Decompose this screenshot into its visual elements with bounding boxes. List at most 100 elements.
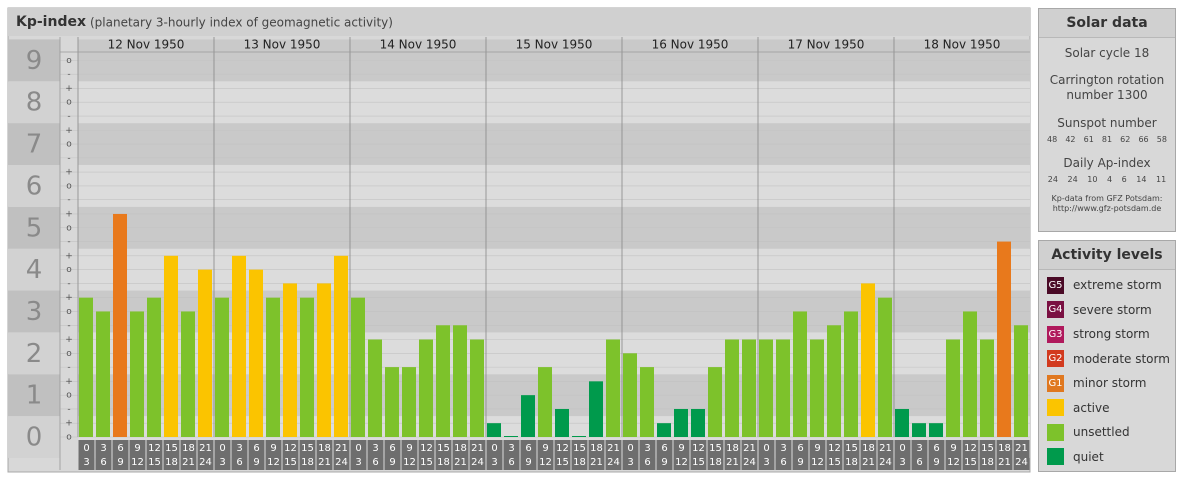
bar [402, 367, 416, 437]
chart-title: Kp-index [16, 14, 86, 30]
hour-end: 12 [947, 457, 960, 468]
hour-end: 3 [899, 457, 905, 468]
hour-end: 21 [726, 457, 739, 468]
y-minor-label: o [66, 56, 72, 66]
bar [572, 436, 586, 437]
hour-start: 18 [318, 443, 331, 454]
bar [929, 423, 943, 437]
hour-box [486, 440, 503, 470]
source-url: http://www.gfz-potsdam.de [1052, 204, 1162, 213]
hour-start: 12 [692, 443, 705, 454]
hour-end: 24 [743, 457, 756, 468]
y-minor-label: o [66, 223, 72, 233]
hour-box [197, 440, 214, 470]
bar [436, 325, 450, 437]
hour-box [826, 440, 843, 470]
panel-title: Solar data [1039, 9, 1175, 38]
bar [708, 367, 722, 437]
hour-end: 18 [845, 457, 858, 468]
hour-start: 15 [573, 443, 586, 454]
level-label: unsettled [1073, 425, 1130, 440]
y-label-band [8, 123, 60, 165]
hour-box [282, 440, 299, 470]
hour-start: 15 [981, 443, 994, 454]
hour-end: 21 [454, 457, 467, 468]
hour-end: 21 [182, 457, 195, 468]
sunspot-value: 48 [1047, 135, 1058, 144]
bar [640, 367, 654, 437]
hour-start: 15 [845, 443, 858, 454]
sunspot-value: 66 [1138, 135, 1149, 144]
bar [351, 297, 365, 437]
hour-box [231, 440, 248, 470]
bar [963, 311, 977, 437]
hour-end: 15 [692, 457, 705, 468]
hour-end: 12 [539, 457, 552, 468]
hour-start: 9 [678, 443, 684, 454]
bar [895, 408, 909, 437]
y-minor-label: - [67, 279, 70, 289]
carrington: Carrington rotation number 1300 [1049, 73, 1165, 102]
y-label-band [8, 374, 60, 417]
level-swatch [1047, 399, 1064, 417]
bar [419, 339, 433, 437]
y-label-band [8, 81, 60, 124]
hour-box [860, 440, 877, 470]
hour-start: 18 [182, 443, 195, 454]
hour-start: 18 [998, 443, 1011, 454]
level-item: G1 minor storm [1039, 371, 1175, 396]
y-tick-label: 1 [26, 381, 43, 411]
ap-value: 24 [1067, 175, 1078, 184]
hour-start: 12 [148, 443, 161, 454]
y-minor-label: - [67, 70, 70, 80]
ap-value: 4 [1106, 175, 1113, 184]
bar [198, 269, 212, 437]
y-tick-label: 4 [26, 255, 43, 285]
y-minor-label: - [67, 112, 70, 122]
hour-start: 9 [950, 443, 956, 454]
source: Kp-data from GFZ Potsdam: [1051, 194, 1163, 203]
bar [164, 255, 178, 437]
bar [368, 339, 382, 437]
hour-start: 6 [933, 443, 939, 454]
hour-start: 3 [508, 443, 514, 454]
hour-end: 12 [403, 457, 416, 468]
hour-end: 9 [389, 457, 395, 468]
hour-start: 12 [964, 443, 977, 454]
hour-box [673, 440, 690, 470]
solar-data-panel: Solar data Solar cycle 18 Carrington rot… [1038, 8, 1176, 232]
bar [878, 297, 892, 437]
y-minor-label: + [65, 84, 73, 94]
hour-start: 21 [607, 443, 620, 454]
y-minor-label: + [65, 335, 73, 345]
hour-box [775, 440, 792, 470]
y-minor-label: o [66, 140, 72, 150]
y-label-band [8, 206, 60, 249]
bar [300, 297, 314, 437]
hour-box [690, 440, 707, 470]
bar [674, 408, 688, 437]
y-minor-label: o [66, 181, 72, 191]
bar [742, 339, 756, 437]
level-label: moderate storm [1073, 351, 1170, 366]
hour-start: 12 [420, 443, 433, 454]
bar [504, 436, 518, 437]
hour-end: 6 [644, 457, 650, 468]
bar [487, 423, 501, 437]
sunspot-list: 48 42 61 81 62 66 58 [1039, 135, 1175, 144]
level-swatch: G4 [1047, 301, 1064, 319]
hour-box [180, 440, 197, 470]
hour-end: 18 [301, 457, 314, 468]
ap-list: 24 24 10 4 6 14 11 [1039, 175, 1175, 184]
hour-start: 9 [814, 443, 820, 454]
hour-start: 6 [661, 443, 667, 454]
hour-start: 6 [389, 443, 395, 454]
y-tick-label: 8 [26, 88, 43, 118]
hour-start: 9 [134, 443, 140, 454]
hour-box [928, 440, 945, 470]
bar [538, 367, 552, 437]
bar [810, 339, 824, 437]
chart: Kp-index (planetary 3-hourly index of ge… [7, 7, 1031, 473]
bar [470, 339, 484, 437]
hour-end: 6 [100, 457, 106, 468]
